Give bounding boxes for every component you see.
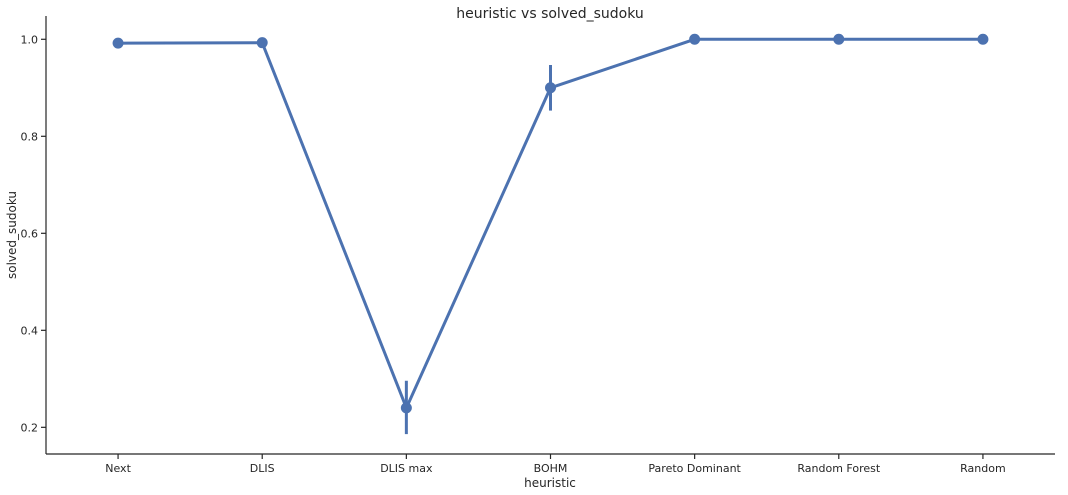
y-tick-label: 0.4 (21, 324, 39, 337)
data-point (112, 37, 124, 49)
data-point (833, 33, 845, 45)
y-tick-label: 0.8 (21, 130, 39, 143)
y-axis-label: solved_sudoku (5, 191, 19, 279)
data-point (977, 33, 989, 45)
series-layer (112, 33, 989, 435)
x-ticks: Next DLIS DLIS max BOHM Pareto Dominant Rando… (105, 454, 1006, 475)
data-point (256, 37, 268, 49)
x-tick-label: Pareto Dominant (648, 462, 741, 475)
data-point (545, 82, 556, 94)
x-tick-label: BOHM (534, 462, 568, 475)
x-tick-label: Random (960, 462, 1006, 475)
y-tick-label: 0.2 (21, 421, 39, 434)
x-tick-label: Random Forest (797, 462, 880, 475)
x-axis-label: heuristic (524, 476, 576, 490)
y-tick-label: 1.0 (21, 33, 39, 46)
data-point (689, 33, 701, 45)
x-tick-label: DLIS (250, 462, 275, 475)
data-point (400, 402, 412, 414)
y-ticks: 0.2 0.4 0.6 0.8 1.0 (21, 33, 46, 434)
x-tick-label: Next (105, 462, 131, 475)
chart-title: heuristic vs solved_sudoku (456, 6, 644, 22)
x-tick-label: DLIS max (380, 462, 433, 475)
y-tick-label: 0.6 (21, 227, 39, 240)
